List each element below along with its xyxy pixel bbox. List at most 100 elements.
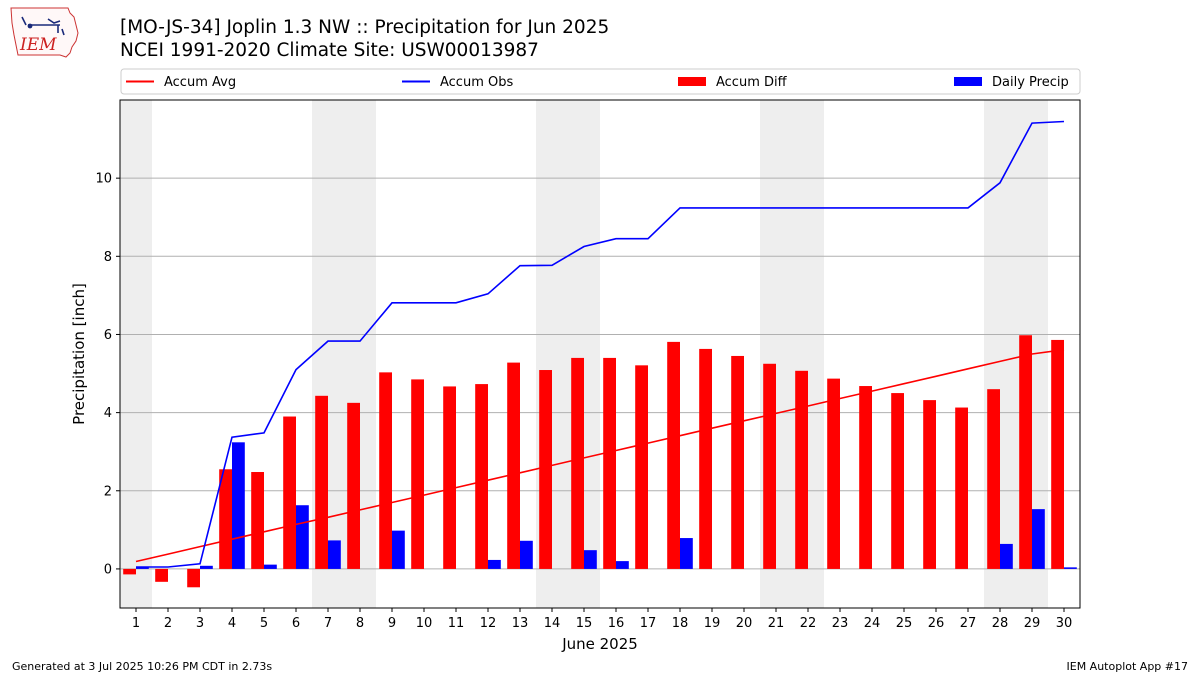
weekend-band-1 (120, 100, 152, 608)
x-tick-label-7: 7 (324, 616, 332, 631)
x-tick-label-22: 22 (800, 616, 817, 631)
accum-diff-bar-4 (219, 469, 232, 569)
daily-precip-bar-16 (616, 561, 629, 569)
daily-precip-bar-28 (1000, 543, 1013, 569)
plot-frame (119, 99, 1081, 609)
accum-diff-bar-16 (603, 357, 616, 569)
accum-diff-bar-14 (539, 370, 552, 569)
x-tick-label-2: 2 (164, 616, 172, 631)
accum-diff-bar-19 (699, 348, 712, 569)
accum-diff-bar-1 (123, 568, 136, 575)
daily-precip-bar-9 (392, 530, 405, 569)
x-tick-label-6: 6 (292, 616, 300, 631)
x-tick-label-11: 11 (448, 616, 465, 631)
x-tick-label-13: 13 (512, 616, 529, 631)
y-tick-label-0: 0 (104, 562, 112, 577)
legend-label-accum-diff: Accum Diff (716, 75, 788, 90)
x-tick-label-19: 19 (704, 616, 721, 631)
chart-subtitle: NCEI 1991-2020 Climate Site: USW00013987 (120, 40, 539, 61)
iowa-state-outline-icon (10, 7, 79, 58)
daily-precip-bar-6 (296, 505, 309, 569)
accum-diff-bar-15 (571, 357, 584, 569)
autoplot-app-label: IEM Autoplot App #17 (1066, 660, 1189, 673)
x-tick-label-9: 9 (388, 616, 396, 631)
daily-precip-bar-3 (200, 565, 213, 569)
x-tick-label-25: 25 (896, 616, 913, 631)
legend-swatch-accum-diff (678, 77, 706, 86)
legend-box (120, 68, 1081, 95)
accum-diff-bar-21 (763, 363, 776, 569)
x-tick-label-30: 30 (1056, 616, 1073, 631)
daily-precip-bar-13 (520, 540, 533, 569)
accum-diff-bar-23 (827, 378, 840, 569)
accum-diff-bar-26 (923, 400, 936, 569)
daily-precip-bar-29 (1032, 509, 1045, 569)
x-tick-label-27: 27 (960, 616, 977, 631)
x-tick-label-12: 12 (480, 616, 497, 631)
accum-diff-bar-11 (443, 386, 456, 569)
accum-diff-bar-5 (251, 472, 264, 569)
x-axis-label: June 2025 (561, 635, 638, 653)
y-tick-label-2: 2 (104, 484, 112, 499)
accum-diff-bar-18 (667, 341, 680, 569)
x-tick-label-21: 21 (768, 616, 785, 631)
x-tick-label-8: 8 (356, 616, 364, 631)
y-tick-label-4: 4 (104, 406, 112, 421)
accum-diff-bar-8 (347, 402, 360, 569)
accum-diff-bar-9 (379, 372, 392, 569)
accum-obs-line (136, 120, 1065, 568)
x-tick-label-14: 14 (544, 616, 561, 631)
x-tick-label-20: 20 (736, 616, 753, 631)
accum-diff-bar-27 (955, 407, 968, 569)
legend[interactable]: Accum Avg Accum Obs Accum Diff Daily Precip (120, 68, 1081, 95)
daily-precip-bar-30 (1064, 567, 1077, 569)
x-tick-label-3: 3 (196, 616, 204, 631)
lines (135, 120, 1065, 568)
daily-precip-bar-12 (488, 559, 501, 569)
weather-station-icon (21, 16, 65, 36)
accum-diff-bar-22 (795, 370, 808, 569)
accum-diff-bar-20 (731, 355, 744, 569)
y-tick-label-10: 10 (95, 172, 112, 187)
accum-diff-bar-17 (635, 365, 648, 569)
generated-timestamp: Generated at 3 Jul 2025 10:26 PM CDT in … (12, 660, 273, 673)
iem-logo: IEM (10, 7, 79, 58)
x-tick-label-26: 26 (928, 616, 945, 631)
accum-diff-bar-12 (475, 384, 488, 569)
legend-swatch-daily-precip (954, 77, 982, 86)
legend-label-accum-obs: Accum Obs (440, 75, 513, 90)
accum-diff-bar-30 (1051, 339, 1064, 569)
y-tick-label-8: 8 (104, 250, 112, 265)
x-tick-label-28: 28 (992, 616, 1009, 631)
accum-diff-bar-3 (187, 568, 200, 588)
accum-diff-bar-6 (283, 416, 296, 569)
accum-diff-bar-2 (155, 568, 168, 582)
x-tick-label-23: 23 (832, 616, 849, 631)
accum-diff-bar-13 (507, 362, 520, 569)
station-dot-icon (27, 23, 33, 29)
x-tick-label-17: 17 (640, 616, 657, 631)
daily-precip-bar-15 (584, 550, 597, 569)
daily-precip-bar-1 (136, 566, 149, 569)
accum-avg-line (135, 348, 1065, 563)
x-tick-label-29: 29 (1024, 616, 1041, 631)
gridlines (120, 177, 1080, 570)
legend-label-daily-precip: Daily Precip (992, 75, 1069, 90)
y-axis-label: Precipitation [inch] (70, 283, 88, 425)
x-tick-label-5: 5 (260, 616, 268, 631)
accum-diff-bar-7 (315, 395, 328, 569)
logo-text: IEM (19, 35, 57, 55)
accum-diff-bar-25 (891, 393, 904, 569)
daily-precip-bar-7 (328, 540, 341, 569)
x-tick-label-18: 18 (672, 616, 689, 631)
accum-diff-bar-29 (1019, 335, 1032, 569)
chart-title: [MO-JS-34] Joplin 1.3 NW :: Precipitatio… (120, 17, 610, 38)
y-tick-label-6: 6 (104, 328, 112, 343)
accum-diff-bar-10 (411, 379, 424, 569)
x-tick-label-10: 10 (416, 616, 433, 631)
x-tick-label-1: 1 (132, 616, 140, 631)
x-tick-label-24: 24 (864, 616, 881, 631)
daily-precip-bar-18 (680, 538, 693, 569)
